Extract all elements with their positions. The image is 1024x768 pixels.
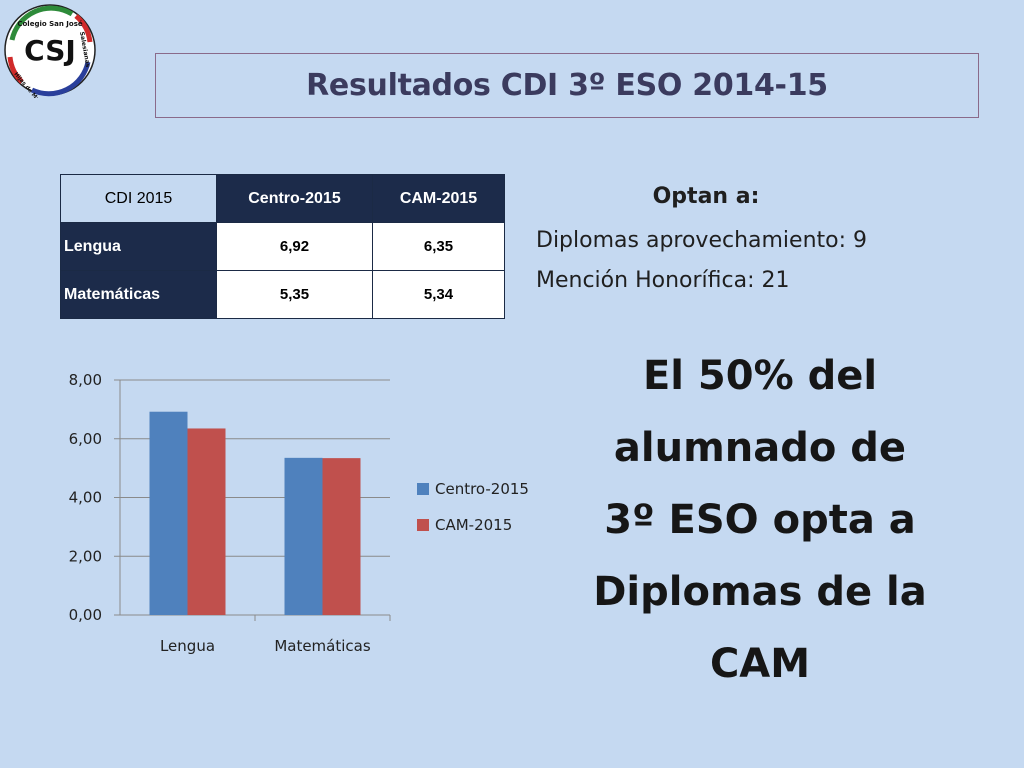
statement-line: 3º ESO opta a xyxy=(604,497,916,543)
statement-line: El 50% del xyxy=(642,353,878,399)
logo-top-text: Colegio San José xyxy=(17,20,83,28)
school-logo: CSJ Colegio San José Hijas de María Auxi… xyxy=(4,4,96,98)
table-row-label: Matemáticas xyxy=(60,270,217,319)
legend-label: Centro-2015 xyxy=(435,480,529,498)
optan-line-diplomas: Diplomas aprovechamiento: 9 xyxy=(536,228,868,253)
legend-swatch xyxy=(417,519,429,531)
statement-line: Diplomas de la xyxy=(593,569,927,615)
y-tick-label: 6,00 xyxy=(69,430,102,448)
x-category-label: Matemáticas xyxy=(274,637,371,655)
y-tick-label: 0,00 xyxy=(69,606,102,624)
table-header-cell: CDI 2015 xyxy=(60,174,217,223)
table-cell: 5,34 xyxy=(372,270,505,319)
table-header-cell: Centro-2015 xyxy=(216,174,373,223)
statement: El 50% del alumnado de 3º ESO opta a Dip… xyxy=(560,340,960,700)
statement-line: alumnado de xyxy=(613,425,907,471)
table-cell: 5,35 xyxy=(216,270,373,319)
table-header-cell: CAM-2015 xyxy=(372,174,505,223)
bar xyxy=(284,457,323,615)
optan-line-mencion: Mención Honorífica: 21 xyxy=(536,268,790,293)
table-row: Matemáticas 5,35 5,34 xyxy=(60,270,505,319)
table-cell: 6,92 xyxy=(216,222,373,271)
title-box: Resultados CDI 3º ESO 2014-15 xyxy=(155,53,979,118)
x-category-label: Lengua xyxy=(160,637,215,655)
optan-section: Optan a: Diplomas aprovechamiento: 9 Men… xyxy=(536,184,956,301)
bar xyxy=(322,458,361,615)
bar xyxy=(187,428,226,615)
y-tick-label: 8,00 xyxy=(69,371,102,389)
legend-label: CAM-2015 xyxy=(435,516,512,534)
bar-chart: 0,00 2,00 4,00 6,00 8,00 Lengua Matemáticas Cen… xyxy=(69,371,529,655)
page-title: Resultados CDI 3º ESO 2014-15 xyxy=(306,68,828,103)
statement-line: CAM xyxy=(709,641,811,687)
legend-swatch xyxy=(417,483,429,495)
optan-heading: Optan a: xyxy=(652,184,760,209)
y-tick-label: 4,00 xyxy=(69,489,102,507)
bar xyxy=(149,411,188,615)
table-cell: 6,35 xyxy=(372,222,505,271)
table-row-label: Lengua xyxy=(60,222,217,271)
y-tick-label: 2,00 xyxy=(69,547,102,565)
logo-initials: CSJ xyxy=(24,34,76,67)
table-header-row: CDI 2015 Centro-2015 CAM-2015 xyxy=(60,174,505,223)
table-row: Lengua 6,92 6,35 xyxy=(60,222,505,271)
results-table: CDI 2015 Centro-2015 CAM-2015 Lengua 6,9… xyxy=(60,174,505,319)
